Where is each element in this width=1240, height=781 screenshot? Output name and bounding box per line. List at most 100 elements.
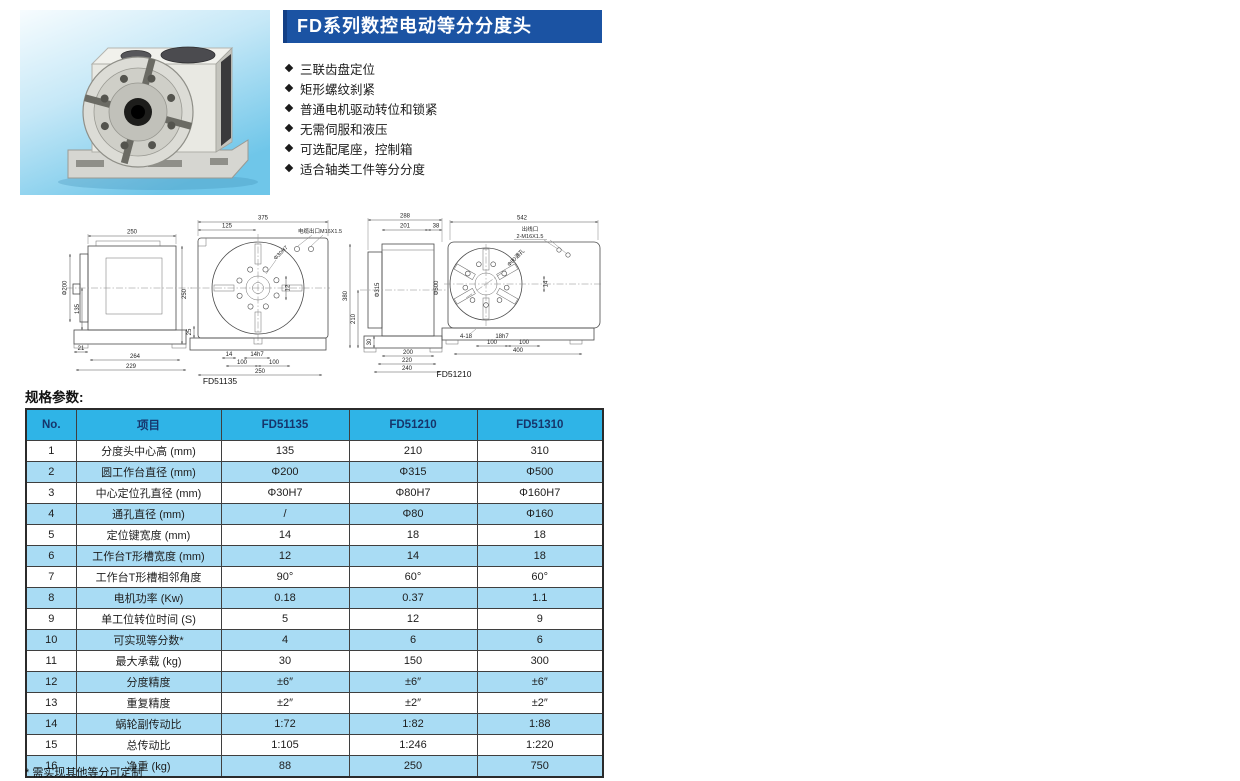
table-cell: 15 — [25, 734, 77, 756]
dimension-label: 100 — [519, 340, 530, 346]
table-cell: 通孔直径 (mm) — [75, 503, 222, 525]
dimension-label: 288 — [400, 214, 411, 220]
table-row: 9 单工位转位时间 (S) 5 12 9 — [25, 608, 604, 630]
table-cell: 1:88 — [476, 713, 604, 735]
table-cell: 重复精度 — [75, 692, 222, 714]
table-cell: 16 — [25, 755, 77, 778]
dimension-label: 4-18 — [460, 334, 473, 340]
feature-item-label: 普通电机驱动转位和锁紧 — [300, 102, 438, 117]
feature-item: 三联齿盘定位 — [284, 58, 438, 78]
table-cell: 14 — [220, 524, 350, 546]
table-cell: 310 — [476, 440, 604, 462]
table-cell: 10 — [25, 629, 77, 651]
chuck-face — [82, 56, 194, 168]
footnote: * 需实现其他等分可定制 — [25, 767, 143, 779]
table-cell: 4 — [25, 503, 77, 525]
table-cell: 30 — [220, 650, 350, 672]
table-cell: 7 — [25, 566, 77, 588]
table-cell: 13 — [25, 692, 77, 714]
dimension-label: 229 — [126, 364, 137, 370]
feature-item: 可选配尾座，控制箱 — [284, 138, 438, 158]
table-row: 13 重复精度 ±2″ ±2″ ±2″ — [25, 692, 604, 714]
table-cell: 蜗轮副传动比 — [75, 713, 222, 735]
table-cell: 电机功率 (Kw) — [75, 587, 222, 609]
diamond-bullet-icon — [284, 143, 294, 153]
table-cell: 14 — [348, 545, 478, 567]
dimension-label: 210 — [351, 313, 357, 324]
table-cell: 分度精度 — [75, 671, 222, 693]
cable-outlet-label: 出线口 — [522, 225, 539, 233]
table-cell: 88 — [220, 755, 350, 778]
table-cell: 1:82 — [348, 713, 478, 735]
table-cell: 18 — [476, 524, 604, 546]
table-row: 16 净重 (kg) 88 250 750 — [25, 755, 604, 778]
page-title: FD系列数控电动等分分度头 — [283, 10, 602, 43]
column-header: No. — [25, 408, 77, 441]
table-cell: 12 — [348, 608, 478, 630]
table-cell: 0.18 — [220, 587, 350, 609]
dimension-label: 100 — [487, 340, 498, 346]
table-row: 3 中心定位孔直径 (mm) Φ30H7 Φ80H7 Φ160H7 — [25, 482, 604, 504]
feature-item-label: 适合轴类工件等分分度 — [300, 162, 426, 177]
table-cell: 150 — [348, 650, 478, 672]
table-cell: ±6″ — [220, 671, 350, 693]
dimension-label: 18h7 — [495, 334, 509, 340]
table-cell: 可实现等分数* — [75, 629, 222, 651]
table-cell: 净重 (kg) — [75, 755, 222, 778]
table-cell: 2 — [25, 461, 77, 483]
dimension-label: 250 — [127, 230, 138, 236]
dimension-label: Φ315 — [375, 282, 381, 297]
table-cell: 18 — [348, 524, 478, 546]
table-cell: 总传动比 — [75, 734, 222, 756]
feature-item-label: 矩形螺纹刹紧 — [300, 82, 376, 97]
dimension-label: 201 — [400, 224, 411, 230]
table-row: 4 通孔直径 (mm) / Φ80 Φ160 — [25, 503, 604, 525]
table-row: 15 总传动比 1:105 1:246 1:220 — [25, 734, 604, 756]
dimension-label: Φ500 — [434, 280, 440, 295]
table-cell: 1:105 — [220, 734, 350, 756]
table-row: 2 圆工作台直径 (mm) Φ200 Φ315 Φ500 — [25, 461, 604, 483]
table-cell: 1.1 — [476, 587, 604, 609]
dimension-label: 25 — [187, 328, 193, 335]
table-cell: 1:220 — [476, 734, 604, 756]
dimension-label: Φ200 — [63, 280, 69, 295]
diamond-bullet-icon — [284, 103, 294, 113]
indexing-head-machine — [67, 46, 249, 179]
table-row: 12 分度精度 ±6″ ±6″ ±6″ — [25, 671, 604, 693]
table-row: 10 可实现等分数* 4 6 6 — [25, 629, 604, 651]
table-cell: ±6″ — [476, 671, 604, 693]
drawing-caption-fd51210: FD51210 — [437, 369, 472, 379]
table-cell: 分度头中心高 (mm) — [75, 440, 222, 462]
dimension-label: 220 — [402, 358, 413, 364]
table-cell: 6 — [25, 545, 77, 567]
dimension-label: 21 — [78, 346, 85, 352]
table-cell: Φ315 — [348, 461, 478, 483]
dimension-label: 14h7 — [250, 352, 264, 358]
table-row: 5 定位键宽度 (mm) 14 18 18 — [25, 524, 604, 546]
table-cell: 最大承载 (kg) — [75, 650, 222, 672]
dimension-label: 12 — [286, 284, 292, 291]
feature-item: 普通电机驱动转位和锁紧 — [284, 98, 438, 118]
dimension-label: 264 — [130, 354, 141, 360]
technical-drawings: 250 Φ200 135 250 21 264 229 — [63, 214, 602, 387]
table-cell: Φ30H7 — [220, 482, 350, 504]
dimension-label: 30 — [367, 338, 373, 345]
table-row: 14 蜗轮副传动比 1:72 1:82 1:88 — [25, 713, 604, 735]
dimension-label: 250 — [255, 369, 266, 375]
feature-item-label: 可选配尾座，控制箱 — [300, 142, 413, 157]
table-cell: 90° — [220, 566, 350, 588]
dimension-label: 375 — [258, 216, 269, 222]
column-header: 项目 — [75, 408, 222, 441]
table-cell: 6 — [476, 629, 604, 651]
dimension-label: 100 — [269, 360, 280, 366]
feature-item-label: 无需伺服和液压 — [300, 122, 388, 137]
column-header: FD51310 — [476, 408, 604, 441]
dimension-label: 400 — [513, 348, 524, 354]
drawing-fd51135-front-view: 电缆出口M16X1.5 Φ30H7 12 25 375 125 14 14h7 … — [187, 216, 342, 387]
dimension-label: 240 — [402, 366, 413, 372]
feature-item: 适合轴类工件等分分度 — [284, 158, 438, 178]
table-cell: Φ80 — [348, 503, 478, 525]
table-cell: 3 — [25, 482, 77, 504]
table-cell: Φ200 — [220, 461, 350, 483]
